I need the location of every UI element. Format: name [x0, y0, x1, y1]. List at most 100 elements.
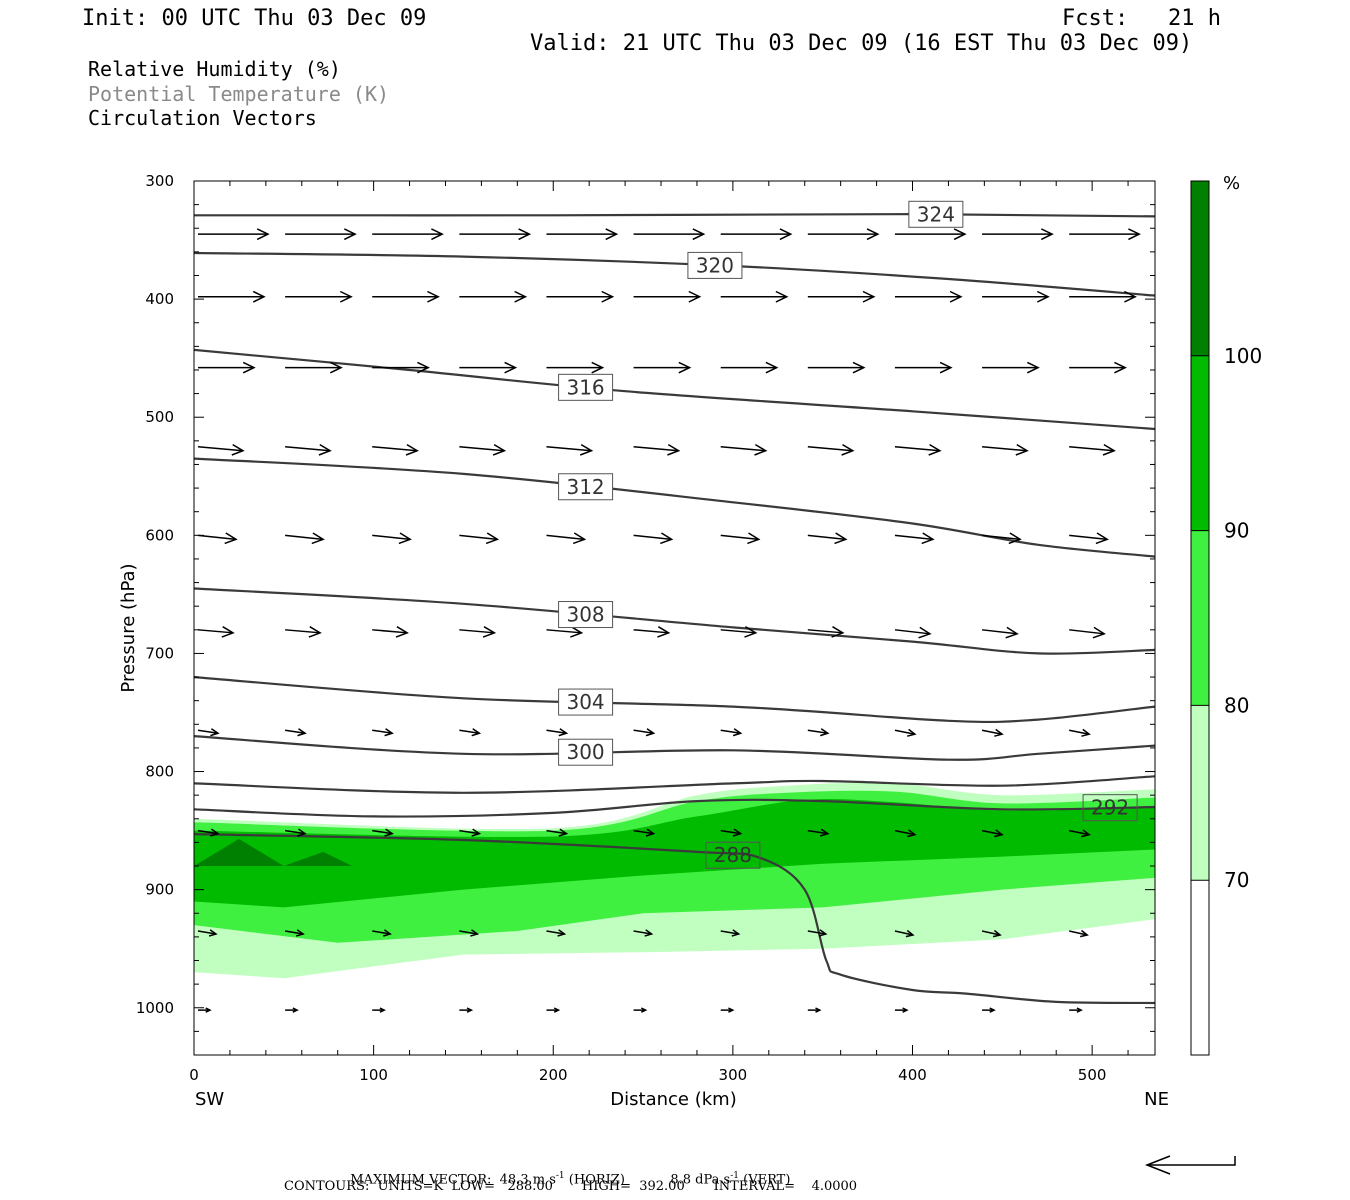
vector-shaft [633, 829, 654, 835]
vector-head [242, 361, 256, 374]
vector-arrow [459, 929, 480, 937]
vector-arrow [285, 532, 325, 545]
vector-head [732, 828, 743, 837]
x-axis-title: Distance (km) [610, 1089, 736, 1110]
rh-fill-layer [194, 782, 1155, 979]
vector-shaft [720, 829, 741, 835]
x-end-label-left: SW [195, 1089, 224, 1110]
vector-head [744, 626, 758, 638]
vector-shaft [982, 445, 1028, 452]
vector-head [383, 929, 392, 937]
vector-shaft [981, 729, 1003, 735]
vector-arrow [459, 728, 482, 737]
vector-arrow [894, 228, 967, 241]
vector-arrow [198, 361, 256, 374]
contour-label-box-316 [558, 373, 614, 401]
vector-head [297, 728, 307, 737]
axes: 300 400 500 600 700 800 900 1000 0 100 200 300 400 50… [118, 172, 1169, 1110]
vector-shaft [197, 534, 237, 541]
vector-shaft [894, 534, 934, 541]
colorbar-frame [1190, 180, 1210, 1056]
vector-head [311, 532, 325, 545]
vector-arrow [633, 828, 656, 837]
vector-arrow [1069, 728, 1091, 737]
y-tick-label: 500 [145, 408, 174, 426]
reference-vector-shaft [1147, 1156, 1236, 1166]
y-axis-title: Pressure (hPa) [118, 563, 139, 692]
vector-head [831, 626, 845, 638]
vector-shaft [633, 534, 672, 541]
vector-arrow [807, 626, 845, 638]
vector-arrow [546, 1007, 561, 1013]
contour-label-324: 324 [917, 202, 955, 226]
colorbar-segment [1191, 880, 1209, 1055]
vector-arrow [1069, 228, 1141, 241]
vector-arrow [372, 626, 409, 638]
vector-head [862, 290, 876, 303]
vector-arrow [633, 1007, 648, 1013]
vector-arrow [285, 443, 332, 456]
vector-head [1102, 443, 1116, 456]
contour-label-316: 316 [566, 375, 604, 399]
vector-arrow [546, 443, 594, 456]
vector-head [384, 828, 394, 837]
vector-arrow [198, 290, 266, 303]
vector-arrow [720, 1007, 735, 1013]
vector-head [471, 728, 482, 737]
vector-head [731, 929, 741, 937]
vector-head [417, 361, 430, 374]
vector-head [1040, 228, 1054, 241]
vector-arrow [894, 829, 917, 838]
x-tick-label: 300 [719, 1066, 748, 1084]
contour-label-308: 308 [566, 603, 604, 627]
y-tick-label: 700 [145, 644, 174, 662]
vector-shaft [981, 829, 1003, 836]
vector-arrow [1069, 443, 1116, 456]
vector-head [754, 443, 768, 456]
vector-arrow [633, 532, 674, 545]
vector-head [819, 828, 830, 837]
contour-label-300: 300 [566, 740, 604, 764]
vector-arrow [720, 532, 761, 545]
x-tick-label: 0 [189, 1066, 199, 1084]
vector-shaft [372, 829, 393, 835]
vector-head [1114, 361, 1127, 374]
vector-shaft [807, 829, 828, 835]
vector-arrow [894, 443, 942, 456]
vector-arrow [982, 361, 1040, 374]
horiz-tag: (HORIZ) [568, 1172, 625, 1188]
reference-vector [1144, 1155, 1236, 1175]
vector-head [210, 828, 220, 837]
vector-head [953, 228, 967, 241]
vector-arrow [720, 626, 758, 638]
vector-shaft [197, 930, 217, 935]
contour-label-box-324 [908, 200, 964, 228]
vector-head [640, 1007, 648, 1013]
vector-shaft [285, 829, 306, 835]
y-tick-label: 800 [145, 763, 174, 781]
vector-arrow [633, 929, 654, 937]
vector-head [949, 290, 963, 303]
vector-arrow [807, 532, 848, 545]
vector-arrow [894, 532, 935, 545]
vector-arrow [894, 361, 953, 374]
vector-arrow [894, 290, 963, 303]
vector-shaft [285, 729, 306, 734]
vector-arrow [894, 626, 932, 639]
vector-arrow [197, 929, 218, 937]
vector-head [591, 361, 605, 374]
vector-arrow [372, 532, 412, 545]
vector-head [1124, 290, 1137, 303]
vector-arrow [981, 532, 1022, 545]
vector-head [1081, 829, 1091, 838]
vector-shaft [1069, 445, 1115, 452]
rh-band-100 [194, 838, 353, 866]
vector-shaft [981, 534, 1021, 541]
vector-arrow [459, 828, 482, 837]
vector-head [994, 728, 1004, 737]
vector-arrow [633, 361, 692, 374]
vector-head [570, 626, 584, 638]
vector-head [775, 290, 789, 303]
contour-label-box-292 [1082, 794, 1138, 822]
